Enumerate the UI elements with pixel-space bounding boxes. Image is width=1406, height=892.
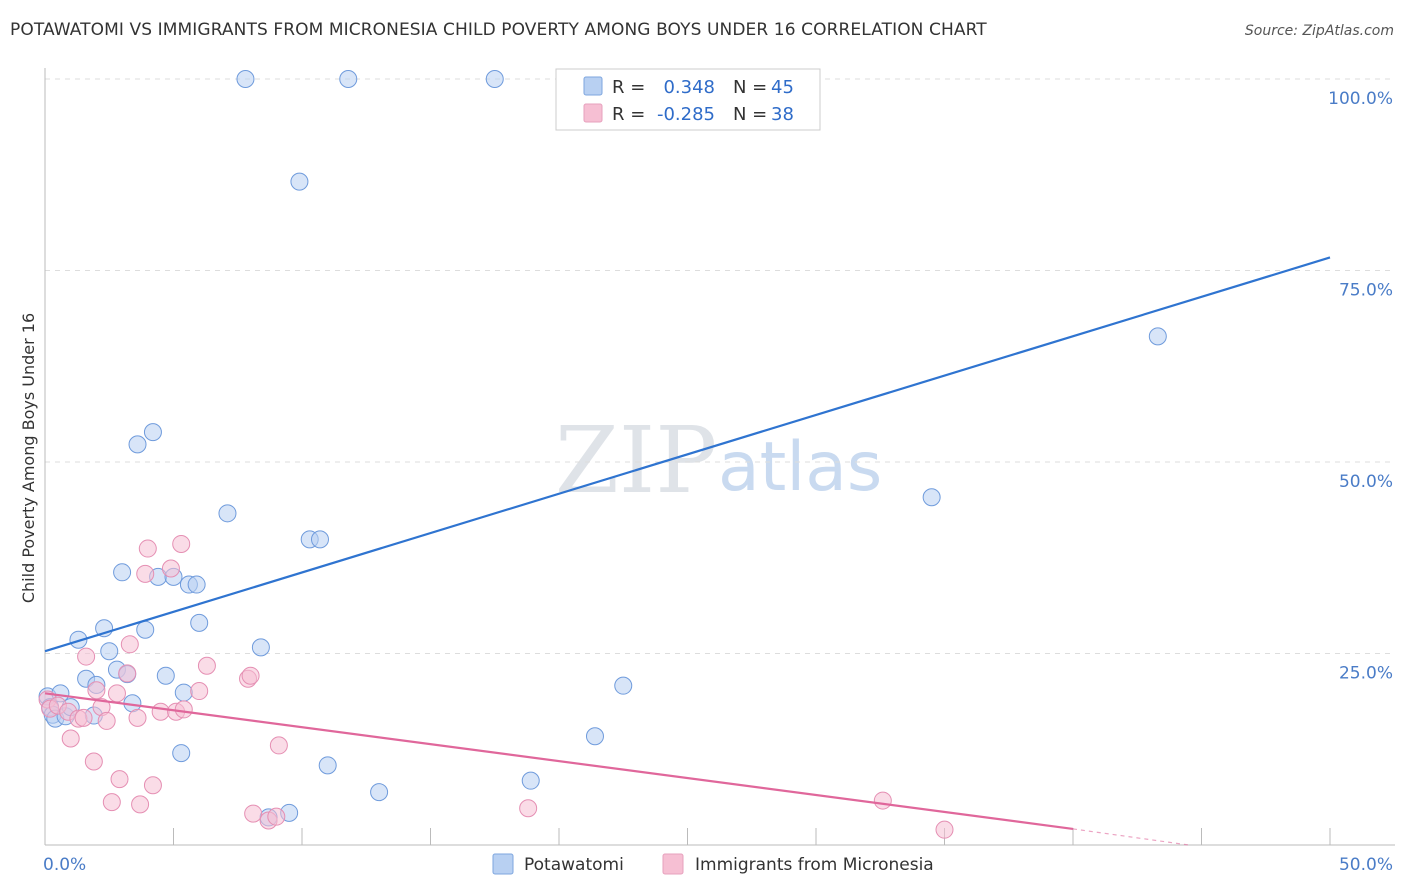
legend-swatch-blue — [583, 76, 603, 96]
potawatomi-point-23 — [172, 744, 191, 763]
micronesia-point-16 — [120, 635, 139, 654]
potawatomi-point-28 — [218, 504, 237, 523]
legend-n-label-1: N = — [733, 77, 767, 98]
micronesia-point-20 — [138, 539, 157, 558]
potawatomi-point-18 — [136, 620, 155, 639]
y-tick-label-100: 100.0% — [1328, 89, 1393, 109]
watermark-zip: ZIP — [555, 407, 717, 514]
micronesia-point-31 — [244, 804, 263, 823]
potawatomi-point-36 — [318, 756, 337, 775]
micronesia-point-6 — [74, 708, 93, 727]
legend-r-label-2: R = — [612, 104, 645, 125]
micronesia-point-7 — [77, 647, 96, 666]
micronesia-point-35 — [519, 799, 538, 818]
potawatomi-point-24 — [174, 683, 193, 702]
series-legend-label-potawatomi: Potawatomi — [524, 855, 624, 875]
micronesia-point-15 — [118, 664, 137, 683]
stats-legend: R = 0.348 N = 45 R = -0.285 N = 38 — [555, 68, 821, 131]
micronesia-point-11 — [97, 711, 116, 730]
micronesia-point-34 — [269, 736, 288, 755]
potawatomi-point-29 — [236, 70, 255, 88]
legend-swatch-pink — [583, 103, 603, 123]
micronesia-point-25 — [172, 534, 191, 553]
y-tick-label-75: 75.0% — [1339, 281, 1393, 301]
potawatomi-point-27 — [190, 613, 209, 632]
y-tick-label-25: 25.0% — [1339, 664, 1393, 684]
micronesia-point-26 — [174, 700, 193, 719]
legend-r-label-1: R = — [612, 77, 645, 98]
potawatomi-point-42 — [614, 676, 633, 695]
micronesia-trend-line — [44, 692, 1074, 831]
series-legend-swatch-micronesia — [662, 853, 684, 875]
watermark: ZIP atlas — [555, 407, 882, 514]
potawatomi-point-33 — [290, 172, 309, 191]
legend-n-label-2: N = — [733, 104, 767, 125]
series-legend-label-micronesia: Immigrants from Micronesia — [695, 855, 934, 875]
micronesia-point-9 — [87, 681, 106, 700]
micronesia-point-17 — [128, 708, 147, 727]
watermark-atlas: atlas — [718, 428, 882, 507]
potawatomi-point-40 — [521, 771, 540, 790]
potawatomi-point-17 — [128, 435, 147, 454]
micronesia-point-4 — [61, 729, 80, 748]
micronesia-point-13 — [107, 684, 126, 703]
micronesia-point-21 — [143, 776, 162, 795]
micronesia-point-18 — [131, 795, 150, 814]
x-tick-label-min: 0.0% — [43, 855, 86, 875]
series-legend-swatch-potawatomi — [492, 853, 514, 875]
y-axis-title: Child Poverty Among Boys Under 16 — [19, 313, 38, 603]
x-tick-label-max: 50.0% — [1339, 855, 1393, 875]
source-credit: Source: ZipAtlas.com — [1244, 23, 1394, 39]
potawatomi-point-19 — [143, 423, 162, 442]
chart-title: POTAWATOMI VS IMMIGRANTS FROM MICRONESIA… — [10, 20, 987, 40]
micronesia-point-12 — [102, 793, 121, 812]
series-legend: Potawatomi Immigrants from Micronesia — [492, 853, 934, 875]
legend-n-value-2: 38 — [771, 104, 794, 125]
legend-r-value-2: -0.285 — [657, 104, 715, 125]
potawatomi-point-35 — [310, 530, 329, 549]
micronesia-point-27 — [190, 682, 209, 701]
potawatomi-trend-line — [44, 256, 1331, 653]
potawatomi-point-43 — [922, 488, 941, 507]
tick-labels: 25.0% 50.0% 75.0% 100.0% 0.0% 50.0% — [43, 89, 1393, 875]
micronesia-point-37 — [935, 820, 954, 839]
micronesia-point-8 — [84, 752, 103, 771]
micronesia-trend-line-extension — [1072, 828, 1189, 846]
potawatomi-point-39 — [485, 70, 504, 88]
potawatomi-point-14 — [113, 563, 132, 582]
legend-n-value-1: 45 — [771, 77, 794, 98]
potawatomi-point-37 — [339, 70, 358, 88]
micronesia-point-19 — [136, 564, 155, 583]
trend-lines — [44, 256, 1331, 846]
micronesia-point-23 — [161, 559, 180, 578]
potawatomi-point-26 — [187, 575, 206, 594]
potawatomi-point-7 — [69, 630, 88, 649]
potawatomi-point-30 — [251, 638, 270, 657]
data-points — [38, 70, 1167, 839]
grid — [45, 78, 1395, 654]
micronesia-point-30 — [241, 666, 260, 685]
potawatomi-point-41 — [585, 727, 604, 746]
micronesia-point-22 — [151, 702, 170, 721]
potawatomi-point-12 — [100, 642, 119, 661]
potawatomi-point-38 — [370, 783, 389, 802]
micronesia-point-36 — [873, 791, 892, 810]
micronesia-point-14 — [110, 770, 129, 789]
y-tick-label-50: 50.0% — [1339, 472, 1393, 492]
legend-r-value-1: 0.348 — [663, 77, 715, 98]
potawatomi-point-21 — [156, 666, 175, 685]
micronesia-point-28 — [197, 656, 216, 675]
micronesia-point-33 — [267, 807, 286, 826]
potawatomi-point-44 — [1148, 327, 1167, 346]
